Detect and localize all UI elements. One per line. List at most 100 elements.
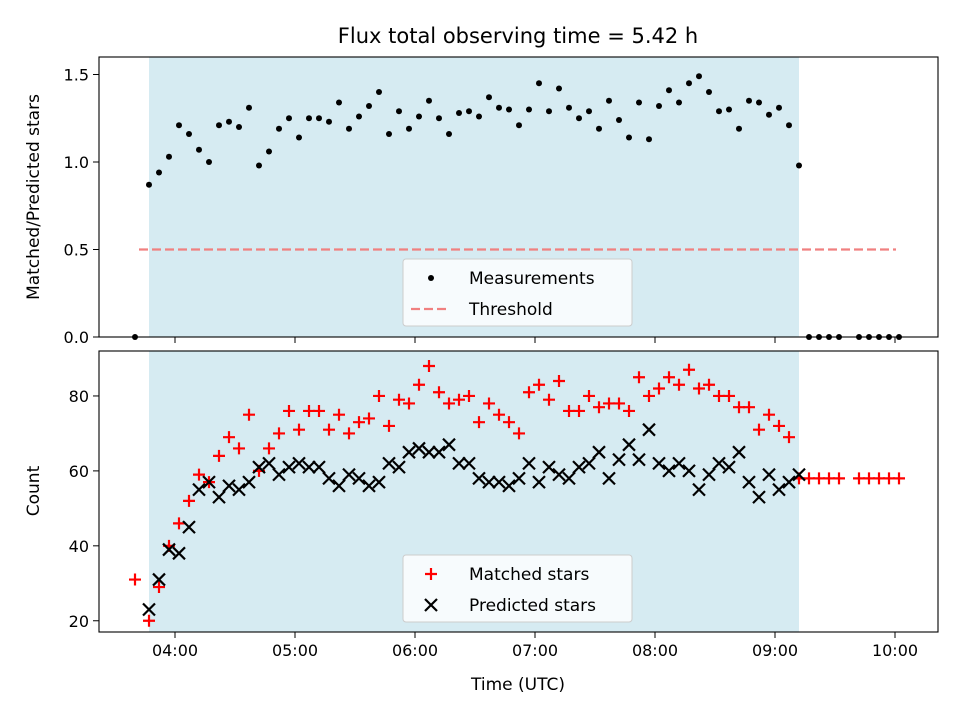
y-tick-label: 60 [69,462,89,481]
x-tick-label: 09:00 [752,641,798,660]
data-point [646,136,652,143]
data-point [316,115,322,122]
data-point [322,471,336,486]
data-point [332,479,346,493]
data-point [142,602,156,617]
data-point [776,104,782,111]
data-point [673,378,685,391]
data-point [263,442,275,455]
data-point [683,363,695,376]
data-point [492,475,506,489]
data-point [233,442,245,455]
data-point [763,408,775,421]
data-point [633,371,645,384]
data-point [652,456,666,471]
data-point [772,482,786,497]
data-point [483,397,495,410]
data-point [403,397,415,410]
y-tick-label: 0.0 [64,328,89,347]
series-0 [129,359,905,627]
data-point [513,427,525,440]
data-point [446,131,452,137]
data-point [682,464,696,478]
data-point [423,359,435,372]
data-point [602,471,616,486]
data-point [366,103,372,109]
data-point [753,423,765,436]
data-point [562,471,576,486]
data-point [786,122,792,129]
data-point [372,475,386,489]
x-tick-label: 10:00 [872,641,918,660]
data-point [623,404,635,417]
data-point [833,472,845,485]
data-point [542,460,556,474]
data-point [352,471,366,486]
x-axis-label: Time (UTC) [470,675,565,695]
data-point [226,118,232,125]
data-point [592,445,606,459]
data-point [716,108,722,115]
plot-frame [98,56,939,338]
data-point [536,80,542,87]
data-point [766,111,772,118]
data-point [276,125,282,132]
x-tick-label: 04:00 [152,641,198,660]
data-point [296,134,302,141]
data-point [262,456,276,471]
data-point [353,416,365,429]
data-point [672,456,686,471]
data-point [236,124,242,130]
data-point [893,472,905,485]
data-point [762,467,776,482]
data-point [383,419,395,432]
data-point [502,479,516,493]
y-tick-label: 80 [69,387,89,406]
data-point [426,97,432,104]
data-point [496,104,502,111]
data-point [246,104,252,111]
data-point [376,89,382,95]
data-point [143,614,155,627]
data-point [432,445,446,459]
data-point [196,146,202,153]
legend-label: Threshold [468,300,553,320]
data-point [553,374,565,387]
data-point [472,471,486,486]
data-point [323,423,335,436]
data-point [692,482,706,497]
data-point [503,416,515,429]
legend-marker [425,568,437,580]
data-point [632,452,646,467]
data-point [696,73,702,80]
data-point [723,389,735,402]
data-point [566,104,572,111]
data-point [452,456,466,471]
data-point [666,87,672,94]
data-point [593,401,605,414]
data-point [512,471,526,486]
data-point [362,479,376,493]
data-point [526,106,532,113]
data-point [382,456,396,471]
data-point [622,437,636,452]
data-point [162,542,176,557]
data-point [283,404,295,417]
data-point [206,159,212,165]
y-tick-label: 0.5 [64,241,89,260]
data-point [172,546,186,561]
data-point [586,108,592,115]
data-point [216,122,222,129]
data-point [742,475,756,489]
data-point [256,162,262,169]
series-0 [132,73,902,340]
data-point [183,494,195,507]
data-point [706,89,712,95]
data-point [346,125,352,132]
data-point [462,456,476,471]
data-point [156,169,162,176]
data-point [373,389,385,402]
data-point [302,460,316,474]
data-point [212,490,226,504]
data-point [282,460,296,474]
